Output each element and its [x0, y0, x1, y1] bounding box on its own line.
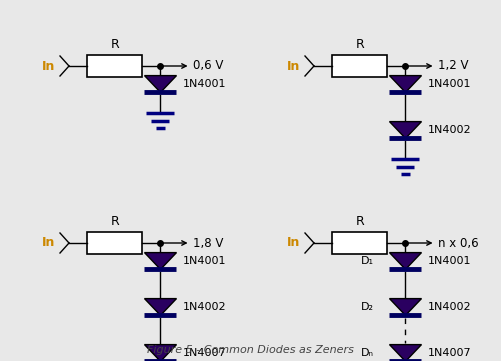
Bar: [88, 232, 142, 254]
Text: R: R: [356, 38, 364, 51]
Polygon shape: [144, 253, 176, 269]
Text: In: In: [287, 60, 300, 73]
Text: Dₙ: Dₙ: [361, 348, 374, 358]
Text: In: In: [42, 236, 55, 249]
Polygon shape: [389, 253, 421, 269]
Polygon shape: [144, 345, 176, 361]
Polygon shape: [389, 75, 421, 92]
Text: 1N4002: 1N4002: [427, 302, 471, 312]
Text: 1N4001: 1N4001: [427, 79, 471, 89]
Polygon shape: [389, 122, 421, 138]
Text: 0,6 V: 0,6 V: [193, 60, 224, 73]
Text: 1N4007: 1N4007: [427, 348, 471, 358]
Text: 1N4002: 1N4002: [182, 302, 226, 312]
Polygon shape: [144, 75, 176, 92]
Bar: [333, 232, 387, 254]
Bar: [88, 55, 142, 77]
Text: 1,2 V: 1,2 V: [438, 60, 469, 73]
Text: R: R: [111, 215, 119, 228]
Polygon shape: [144, 299, 176, 316]
Text: R: R: [356, 215, 364, 228]
Text: In: In: [42, 60, 55, 73]
Text: D₂: D₂: [361, 302, 374, 312]
Text: 1N4001: 1N4001: [182, 79, 226, 89]
Text: 1N4007: 1N4007: [182, 348, 226, 358]
Text: R: R: [111, 38, 119, 51]
Text: n x 0,6: n x 0,6: [438, 236, 479, 249]
Text: 1,8 V: 1,8 V: [193, 236, 224, 249]
Bar: [333, 55, 387, 77]
Text: Figure 5 - Common Diodes as Zeners: Figure 5 - Common Diodes as Zeners: [147, 345, 353, 355]
Text: In: In: [287, 236, 300, 249]
Polygon shape: [389, 345, 421, 361]
Text: 1N4001: 1N4001: [427, 256, 471, 266]
Text: 1N4001: 1N4001: [182, 256, 226, 266]
Text: 1N4002: 1N4002: [427, 125, 471, 135]
Polygon shape: [389, 299, 421, 316]
Text: D₁: D₁: [361, 256, 374, 266]
